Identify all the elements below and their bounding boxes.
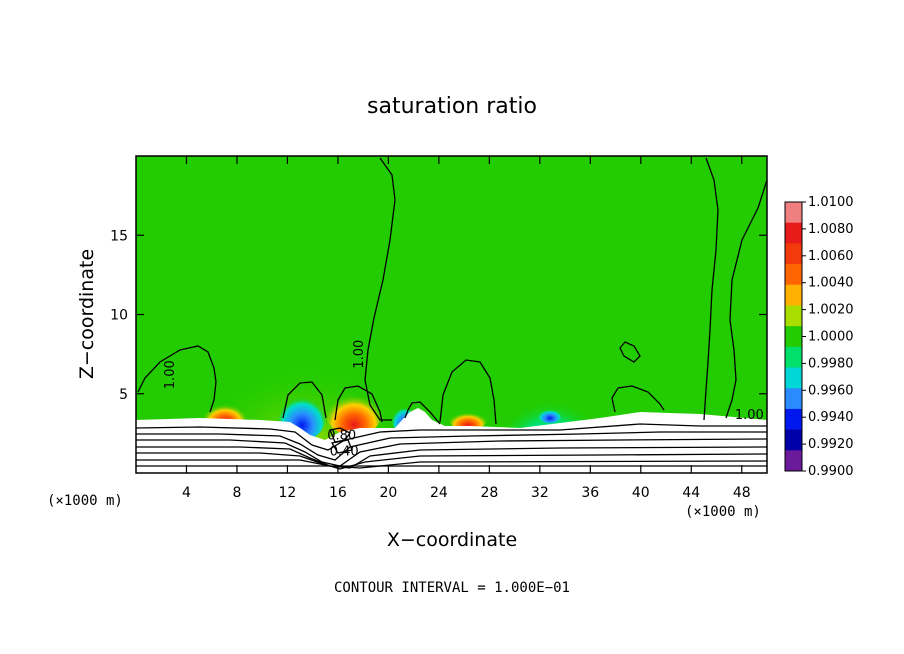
colorbar-label: 0.9940 [808,410,854,425]
x-tick-label: 4 [182,485,191,501]
colorbar-swatch [785,305,802,327]
colorbar-label: 0.9960 [808,383,854,398]
x-unit-right: (×1000 m) [685,504,761,520]
colorbar-swatch [785,326,802,348]
contour-label: 1.00 [735,408,764,423]
y-tick-label: 5 [119,387,128,403]
x-tick-label: 36 [581,485,599,501]
colorbar-swatch [785,264,802,286]
x-tick-label: 44 [682,485,700,501]
colorbar-label: 1.0100 [808,195,854,210]
colorbar-swatch [785,367,802,389]
colorbar-label: 1.0040 [808,276,854,291]
colorbar: 1.0100 1.0080 1.0060 1.0040 1.0020 1.0000 0.99… [784,195,854,479]
contour-interval-note: CONTOUR INTERVAL = 1.000E−01 [334,580,570,596]
contour-label: 1.00 [163,360,178,389]
contour-label: 0.80 [327,429,356,444]
x-unit-left: (×1000 m) [47,493,123,509]
x-tick-label: 28 [480,485,498,501]
y-axis: 5 10 15 [110,228,767,403]
colorbar-label: 1.0080 [808,222,854,237]
colorbar-swatch [785,243,802,265]
x-tick-label: 16 [329,485,347,501]
colorbar-swatch [785,222,802,244]
y-tick-label: 15 [110,228,128,244]
colorbar-label: 0.9980 [808,356,854,371]
x-tick-label: 48 [733,485,751,501]
x-axis: 4 8 12 16 20 24 28 32 36 40 44 48 [182,156,751,501]
colorbar-swatch [785,284,802,306]
y-axis-label: Z−coordinate [76,249,98,379]
supersat-cell-2 [324,380,384,436]
x-tick-label: 40 [632,485,650,501]
colorbar-label: 1.0020 [808,303,854,318]
colorbar-label: 0.9900 [808,464,854,479]
ground-region [136,408,767,473]
contour-label: 1.00 [352,340,367,369]
x-tick-label: 8 [232,485,241,501]
colorbar-swatch [785,408,802,431]
colorbar-label: 0.9920 [808,437,854,452]
x-tick-label: 12 [279,485,297,501]
contour-label: 0.40 [330,445,359,460]
colorbar-swatch [785,388,802,410]
subsat-cell-3 [538,407,562,423]
y-tick-label: 10 [110,308,128,324]
colorbar-swatch [785,450,802,472]
supersat-cell-3 [448,406,488,430]
colorbar-label: 1.0000 [808,330,854,345]
colorbar-swatch [785,202,802,224]
terrain-contours [136,423,767,470]
x-tick-label: 24 [430,485,448,501]
x-tick-label: 32 [531,485,549,501]
chart-title: saturation ratio [367,94,537,119]
colorbar-swatch [785,429,802,451]
plot-field [136,156,767,473]
contour-label-group: 1.00 1.00 1.00 0.800.40 [163,340,764,460]
x-axis-label: X−coordinate [387,529,517,551]
unity-contours [137,157,767,454]
colorbar-label: 1.0060 [808,249,854,264]
colorbar-swatch [785,346,802,369]
x-tick-label: 20 [379,485,397,501]
